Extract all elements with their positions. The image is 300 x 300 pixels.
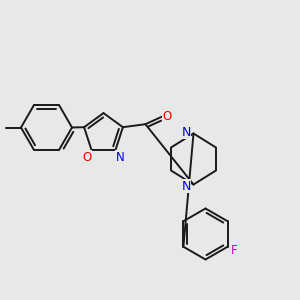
- Text: N: N: [116, 151, 124, 164]
- Text: F: F: [231, 244, 238, 257]
- Text: N: N: [181, 179, 191, 193]
- Text: N: N: [181, 125, 191, 139]
- Text: O: O: [82, 151, 91, 164]
- Text: O: O: [163, 110, 172, 123]
